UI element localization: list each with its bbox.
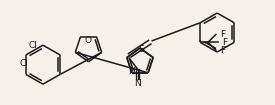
- Text: F: F: [222, 38, 227, 47]
- Text: F: F: [220, 30, 225, 39]
- Text: S: S: [138, 45, 144, 54]
- Text: Cl: Cl: [29, 41, 37, 50]
- Text: Cl: Cl: [20, 59, 28, 68]
- Text: F: F: [220, 46, 225, 55]
- Text: O: O: [85, 36, 92, 45]
- Text: N: N: [134, 79, 141, 88]
- Text: N: N: [128, 67, 135, 76]
